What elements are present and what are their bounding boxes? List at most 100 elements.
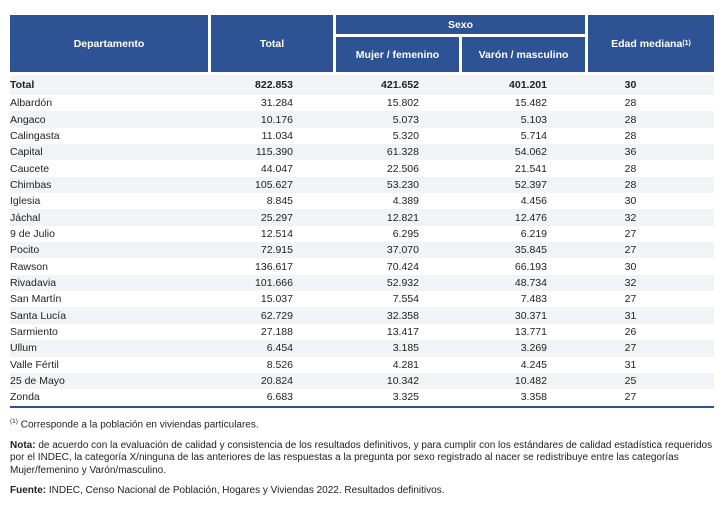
table-row: Santa Lucía 62.729 32.358 30.371 31	[10, 307, 714, 324]
cell-name: San Martín	[10, 293, 62, 306]
table-row: Iglesia 8.845 4.389 4.456 30	[10, 193, 714, 209]
data-table: Total 822.853 421.652 401.201 30 Albardó…	[10, 75, 714, 406]
cell-name: Sarmiento	[10, 325, 58, 338]
table-header: Departamento Total Sexo Mujer / femenino…	[10, 15, 714, 72]
fuente: Fuente: INDEC, Censo Nacional de Poblaci…	[10, 485, 714, 498]
cell-varon: 35.845	[419, 242, 547, 259]
population-table: Departamento Total Sexo Mujer / femenino…	[10, 15, 714, 408]
cell-edad: 27	[624, 227, 637, 240]
table-row: Jáchal 25.297 12.821 12.476 32	[10, 209, 714, 226]
table-row: Zonda 6.683 3.325 3.358 27	[10, 389, 714, 405]
cell-mujer: 4.281	[392, 358, 419, 371]
cell-mujer: 421.652	[293, 75, 419, 95]
cell-total: 8.845	[266, 195, 293, 208]
cell-name: Total	[10, 75, 211, 95]
cell-mujer: 52.932	[293, 274, 419, 292]
cell-edad: 30	[547, 75, 714, 95]
cell-edad: 28	[547, 111, 714, 128]
cell-total: 115.390	[211, 144, 293, 161]
cell-mujer: 37.070	[293, 242, 419, 259]
cell-mujer: 32.358	[293, 307, 419, 324]
table-row: San Martín 15.037 7.554 7.483 27	[10, 291, 714, 307]
cell-name: 25 de Mayo	[10, 372, 211, 390]
table-row: Rawson 136.617 70.424 66.193 30	[10, 258, 714, 274]
cell-varon: 5.103	[419, 111, 547, 128]
cell-total: 27.188	[260, 325, 293, 338]
table-row: 25 de Mayo 20.824 10.342 10.482 25	[10, 372, 714, 390]
header-departamento: Departamento	[10, 15, 208, 72]
table-row: Caucete 44.047 22.506 21.541 28	[10, 160, 714, 176]
cell-varon: 54.062	[419, 144, 547, 161]
cell-mujer: 4.389	[392, 195, 419, 208]
cell-total: 6.454	[211, 340, 293, 357]
cell-total: 15.037	[260, 293, 293, 306]
cell-name: Angaco	[10, 111, 211, 128]
table-row: Ullum 6.454 3.185 3.269 27	[10, 340, 714, 357]
nota: Nota: de acuerdo con la evaluación de ca…	[10, 440, 714, 478]
cell-total: 8.526	[266, 358, 293, 371]
cell-name: Valle Fértil	[10, 358, 59, 371]
cell-mujer: 5.073	[293, 111, 419, 128]
cell-edad: 30	[624, 195, 637, 208]
table-row: Calingasta 11.034 5.320 5.714 28	[10, 128, 714, 144]
cell-varon: 6.219	[520, 227, 547, 240]
cell-total: 101.666	[211, 274, 293, 292]
cell-total: 62.729	[211, 307, 293, 324]
cell-edad: 28	[624, 129, 637, 142]
cell-name: Rivadavia	[10, 274, 211, 292]
cell-name: Pocito	[10, 242, 211, 259]
cell-varon: 13.771	[514, 325, 547, 338]
cell-mujer: 10.342	[293, 372, 419, 390]
cell-varon: 48.734	[419, 274, 547, 292]
cell-name: Zonda	[10, 391, 40, 404]
nota-label: Nota:	[10, 439, 36, 451]
cell-varon: 30.371	[419, 307, 547, 324]
cell-name: Jáchal	[10, 209, 211, 226]
cell-varon: 21.541	[514, 162, 547, 175]
cell-total: 136.617	[255, 260, 293, 273]
cell-name: Calingasta	[10, 129, 60, 142]
cell-mujer: 5.320	[392, 129, 419, 142]
fuente-label: Fuente:	[10, 485, 47, 497]
cell-mujer: 15.802	[386, 97, 419, 110]
cell-total: 105.627	[211, 176, 293, 194]
table-row: Pocito 72.915 37.070 35.845 27	[10, 242, 714, 259]
nota-text: de acuerdo con la evaluación de calidad …	[10, 439, 713, 476]
table-bottom-rule	[10, 405, 714, 408]
cell-mujer: 3.185	[293, 340, 419, 357]
cell-varon: 4.456	[520, 195, 547, 208]
footnote: (1) Corresponde a la población en vivien…	[10, 416, 714, 432]
cell-name: 9 de Julio	[10, 227, 55, 240]
cell-total: 822.853	[211, 75, 293, 95]
table-row: Valle Fértil 8.526 4.281 4.245 31	[10, 357, 714, 373]
table-row: Rivadavia 101.666 52.932 48.734 32	[10, 274, 714, 292]
cell-varon: 4.245	[520, 358, 547, 371]
cell-total: 20.824	[211, 372, 293, 390]
cell-name: Iglesia	[10, 195, 41, 208]
cell-edad: 28	[624, 97, 637, 110]
cell-edad: 28	[624, 162, 637, 175]
cell-total: 12.514	[260, 227, 293, 240]
cell-mujer: 70.424	[386, 260, 419, 273]
table-row: 9 de Julio 12.514 6.295 6.219 27	[10, 226, 714, 242]
cell-varon: 3.358	[520, 391, 547, 404]
cell-total: 10.176	[211, 111, 293, 128]
cell-edad: 27	[547, 242, 714, 259]
footnote-sup: (1)	[10, 418, 18, 425]
cell-edad: 27	[624, 293, 637, 306]
cell-total: 72.915	[211, 242, 293, 259]
cell-name: Caucete	[10, 162, 50, 175]
cell-mujer: 12.821	[293, 209, 419, 226]
cell-edad: 36	[547, 144, 714, 161]
cell-edad: 27	[624, 391, 637, 404]
footnote-ref: (1)	[682, 40, 691, 47]
cell-edad: 25	[547, 372, 714, 390]
table-row: Capital 115.390 61.328 54.062 36	[10, 144, 714, 161]
cell-varon: 7.483	[520, 293, 547, 306]
cell-mujer: 61.328	[293, 144, 419, 161]
fuente-text: INDEC, Censo Nacional de Población, Hoga…	[46, 485, 445, 497]
cell-varon: 52.397	[419, 176, 547, 194]
header-edad-label: Edad mediana	[611, 37, 683, 50]
cell-edad: 31	[624, 358, 637, 371]
table-row: Albardón 31.284 15.802 15.482 28	[10, 95, 714, 111]
